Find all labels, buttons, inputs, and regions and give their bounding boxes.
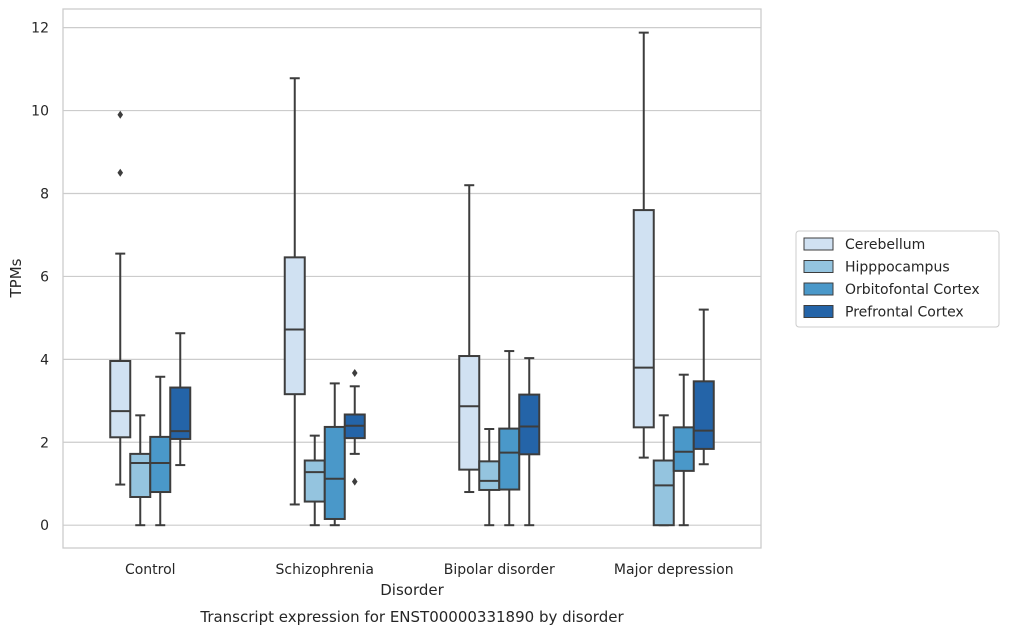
y-axis-label: TPMs [7,258,25,298]
box-0-3 [169,332,192,467]
legend-swatch [803,260,834,273]
legend-label: Prefrontal Cortex [845,305,964,321]
box-0-1 [129,414,152,527]
iqr-box [303,459,326,503]
box-3-1 [652,414,675,527]
iqr-box [323,425,346,520]
legend-label: Orbitofontal Cortex [845,282,980,298]
iqr-box [458,355,481,471]
iqr-box [518,393,541,456]
box-1-0 [283,77,306,506]
x-tick-label: Schizophrenia [276,562,374,578]
legend-swatch [803,237,834,251]
legend-label: Cerebellum [845,237,925,253]
box-0-0 [109,110,132,486]
legend-frame [795,230,1000,328]
iqr-box [109,360,132,439]
outlier-marker [117,168,124,177]
plot-frame [62,8,762,549]
iqr-box [149,435,172,494]
y-tick-label: 2 [40,435,49,451]
box-1-3 [343,369,366,486]
legend-swatch [803,282,834,296]
x-tick-label: Bipolar disorder [444,562,555,578]
x-axis-label: Disorder [380,581,444,599]
iqr-box [283,256,306,396]
iqr-box [652,459,675,527]
outlier-marker [117,110,124,119]
legend: Cerebellum Hipppocampus Orbitofontal Corte… [795,230,1000,328]
y-tick-label: 6 [40,269,49,285]
chart-caption: Transcript expression for ENST0000033189… [199,608,624,626]
iqr-box [498,427,521,491]
iqr-box [632,209,655,429]
y-tick-label: 10 [31,104,49,120]
box-2-2 [498,350,521,527]
box-0-2 [149,375,172,527]
box-2-0 [458,184,481,494]
x-tick-label: Control [125,562,176,578]
legend-entries: Cerebellum Hipppocampus Orbitofontal Corte… [803,237,980,321]
x-tick-label: Major depression [614,562,734,578]
y-tick-label: 8 [40,187,49,203]
box-2-1 [478,428,501,527]
box-3-0 [632,31,655,459]
iqr-box [478,460,501,491]
iqr-box [692,380,715,450]
box-1-2 [323,382,346,527]
y-tick-label: 0 [40,518,49,534]
outlier-marker [351,477,358,486]
box-3-3 [692,308,715,466]
x-tick-labels: Control Schizophrenia Bipolar disorder Majo… [125,562,734,578]
outlier-marker [351,369,358,378]
iqr-box [672,426,695,472]
iqr-box [129,452,152,499]
box-groups [109,31,715,527]
legend-swatch [803,305,834,318]
iqr-box [169,386,192,440]
y-tick-labels: 0 2 4 6 8 10 12 [31,21,49,535]
y-tick-label: 12 [31,21,49,37]
y-tick-label: 4 [40,352,49,368]
box-2-3 [518,357,541,527]
legend-label: Hipppocampus [845,260,950,276]
